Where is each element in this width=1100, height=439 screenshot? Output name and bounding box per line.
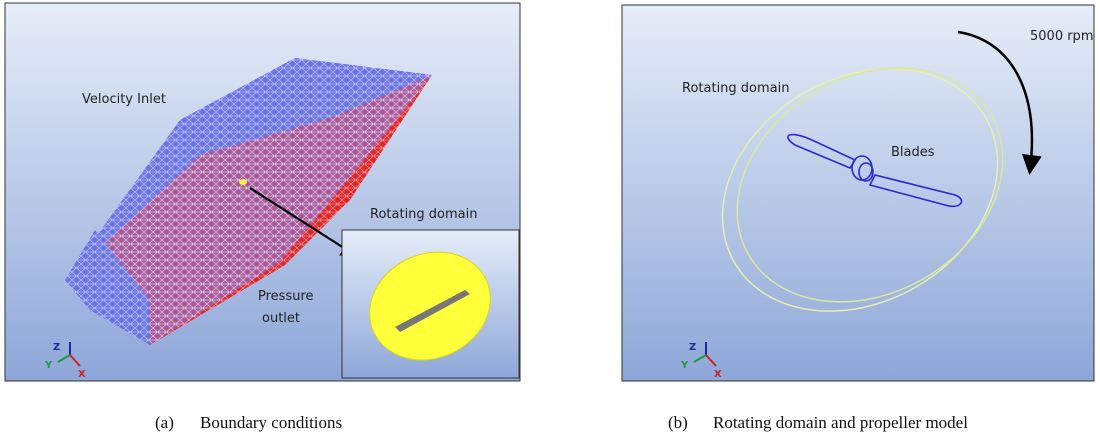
label: Velocity Inlet	[82, 92, 166, 107]
label: Blades	[891, 145, 935, 160]
label: Pressure	[258, 289, 314, 304]
figure: Velocity Inlet Pressure outlet Rotating …	[0, 0, 1100, 439]
panel-b	[622, 5, 1094, 381]
caption: Rotating domain and propeller model	[713, 413, 968, 432]
axis-label: Z	[53, 342, 60, 353]
axis-label: Y	[680, 360, 689, 371]
label: Rotating domain	[370, 207, 478, 222]
axis-label: X	[714, 369, 722, 380]
rotating-zone	[239, 179, 247, 185]
caption: Boundary conditions	[200, 413, 342, 432]
axis-label: Z	[689, 342, 696, 353]
caption-tag: (b)	[668, 413, 688, 432]
label: Rotating domain	[682, 81, 790, 96]
axis-label: X	[78, 369, 86, 380]
label: outlet	[262, 311, 300, 326]
axis-label: Y	[44, 360, 53, 371]
label: 5000 rpm	[1030, 29, 1093, 44]
caption-tag: (a)	[155, 413, 174, 432]
